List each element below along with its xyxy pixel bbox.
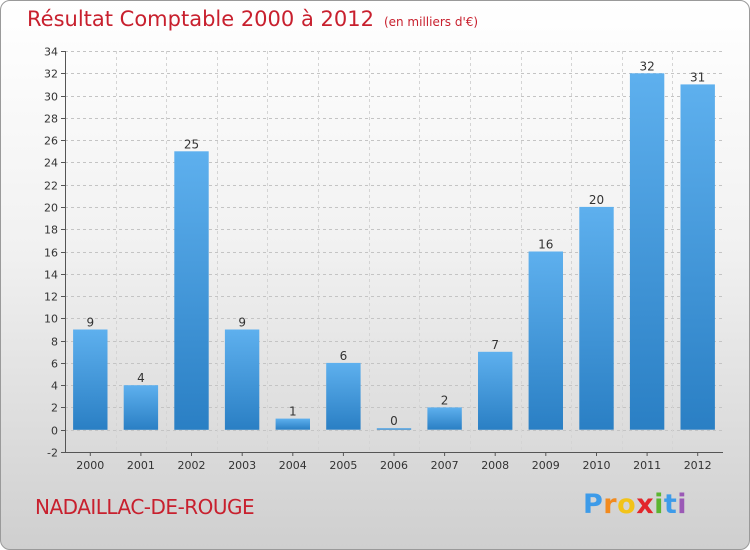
y-tick-label: 14 <box>44 269 58 282</box>
bar-2000 <box>73 329 108 430</box>
data-label-2002: 25 <box>184 137 199 151</box>
x-tick-label: 2001 <box>127 459 155 472</box>
data-label-2007: 2 <box>441 393 449 407</box>
data-label-2012: 31 <box>690 70 705 84</box>
y-tick-label: 30 <box>44 91 58 104</box>
x-tick-label: 2008 <box>481 459 509 472</box>
data-label-2011: 32 <box>639 59 654 73</box>
y-tick-label: 2 <box>51 402 58 415</box>
x-tick-label: 2005 <box>329 459 357 472</box>
data-label-2010: 20 <box>589 193 604 207</box>
y-tick-label: 20 <box>44 202 58 215</box>
y-tick-label: 22 <box>44 180 58 193</box>
y-tick-label: 8 <box>51 336 58 349</box>
logo-letter: x <box>636 489 655 520</box>
logo-letter: i <box>654 489 664 520</box>
bar-2012 <box>680 84 715 430</box>
bar-2009 <box>528 251 563 430</box>
bar-2005 <box>326 362 361 430</box>
y-tick-label: -2 <box>47 447 58 460</box>
bar-2001 <box>123 385 159 430</box>
y-tick-label: 0 <box>51 425 58 438</box>
data-label-2003: 9 <box>238 316 246 330</box>
bar-2006 <box>376 428 412 430</box>
bar-2008 <box>478 351 513 430</box>
logo-letter: i <box>677 489 688 520</box>
y-tick-label: 32 <box>44 68 58 81</box>
data-label-2006: 0 <box>390 414 398 428</box>
x-tick-label: 2002 <box>178 459 206 472</box>
logo-letter: r <box>603 489 618 520</box>
logo-letter: t <box>663 489 678 520</box>
y-tick-label: 10 <box>44 313 58 326</box>
x-tick-label: 2009 <box>532 459 560 472</box>
y-tick-label: 16 <box>44 247 58 260</box>
y-tick-label: 24 <box>44 157 58 170</box>
bar-2002 <box>174 151 209 430</box>
y-tick-label: 12 <box>44 291 58 304</box>
x-tick-label: 2012 <box>684 459 712 472</box>
y-tick-label: 34 <box>44 46 58 59</box>
gridlines <box>65 51 723 453</box>
x-tick-label: 2011 <box>633 459 661 472</box>
logo-letter: o <box>617 489 637 520</box>
y-tick-label: 26 <box>44 135 58 148</box>
unit-note: (en milliers d'€) <box>383 15 479 29</box>
x-tick-label: 2003 <box>228 459 256 472</box>
data-label-2005: 6 <box>340 349 348 363</box>
data-label-2000: 9 <box>86 316 94 330</box>
commune-name: NADAILLAC-DE-ROUGE <box>35 495 255 519</box>
x-tick-label: 2000 <box>76 459 104 472</box>
y-tick-label: 18 <box>44 224 58 237</box>
labels: 9 2000 4 2001 25 2002 9 2003 1 2004 6 2005 0 2006 2 200… <box>76 59 711 472</box>
data-label-2008: 7 <box>491 338 499 352</box>
data-label-2009: 16 <box>538 238 553 252</box>
y-tick-label: 6 <box>51 358 58 371</box>
bars <box>73 73 715 430</box>
chart-title: Résultat Comptable 2000 à 2012 (en millie… <box>27 7 478 31</box>
x-tick-label: 2007 <box>431 459 459 472</box>
data-label-2004: 1 <box>289 405 297 419</box>
bar-2004 <box>275 418 310 430</box>
x-tick-label: 2006 <box>380 459 408 472</box>
bar-2010 <box>579 206 614 430</box>
bar-2007 <box>427 407 462 430</box>
proxiti-logo: Proxiti <box>583 489 687 520</box>
logo-letter: P <box>583 489 604 520</box>
x-tick-label: 2004 <box>279 459 307 472</box>
title-text: Résultat Comptable 2000 à 2012 <box>27 7 374 31</box>
y-tick-label: 28 <box>44 113 58 126</box>
bar-2003 <box>224 329 260 430</box>
data-label-2001: 4 <box>137 371 145 385</box>
y-tick-label: 4 <box>51 380 58 393</box>
x-tick-label: 2010 <box>583 459 611 472</box>
bar-2011 <box>629 73 665 430</box>
